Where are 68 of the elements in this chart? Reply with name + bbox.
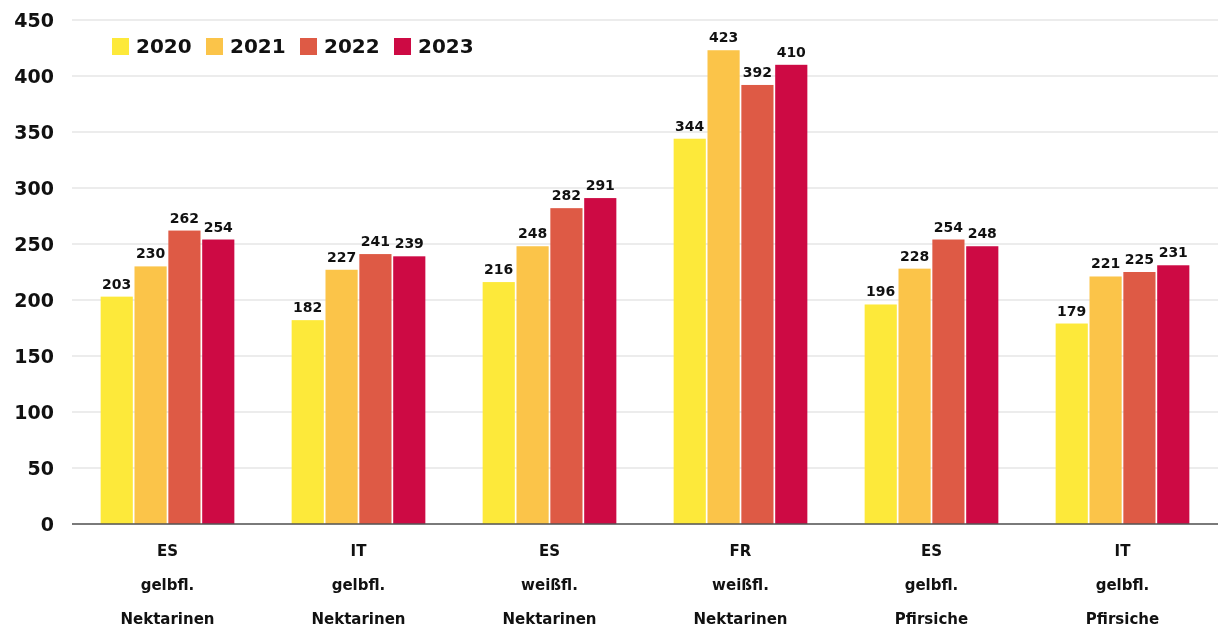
y-tick-label: 400 bbox=[14, 64, 54, 87]
data-label: 227 bbox=[326, 248, 357, 265]
bar bbox=[325, 269, 358, 524]
bar bbox=[1157, 265, 1190, 524]
data-label: 203 bbox=[102, 275, 132, 292]
bar bbox=[482, 282, 515, 524]
data-label: 248 bbox=[967, 225, 997, 242]
bar bbox=[1055, 323, 1088, 524]
bar bbox=[134, 266, 167, 524]
bar bbox=[516, 246, 549, 524]
bar bbox=[1123, 272, 1156, 524]
data-label: 179 bbox=[1057, 302, 1087, 319]
x-tick-label: ES gelbfl. Pfirsiche bbox=[894, 542, 969, 628]
y-tick-label: 450 bbox=[14, 8, 54, 31]
data-label: 225 bbox=[1124, 251, 1155, 267]
data-label: 230 bbox=[135, 245, 166, 262]
bar bbox=[202, 239, 235, 524]
x-tick-label: IT gelbfl. Nektarinen bbox=[311, 542, 406, 628]
x-tick-label: ES gelbfl. Nektarinen bbox=[120, 542, 215, 628]
x-tick-label: FR weißfl. Nektarinen bbox=[693, 542, 788, 628]
data-label: 196 bbox=[866, 283, 896, 300]
bar bbox=[291, 320, 324, 524]
data-label: 254 bbox=[933, 218, 964, 235]
data-label: 228 bbox=[899, 247, 930, 264]
bar bbox=[932, 239, 965, 524]
bar bbox=[864, 304, 897, 524]
data-label: 248 bbox=[517, 225, 548, 242]
y-tick-label: 200 bbox=[14, 288, 54, 311]
data-label: 262 bbox=[169, 209, 200, 226]
legend-label: 2021 bbox=[230, 34, 286, 58]
bar bbox=[966, 246, 999, 524]
y-tick-label: 100 bbox=[14, 400, 54, 423]
bar bbox=[393, 256, 426, 524]
bar bbox=[1089, 276, 1122, 524]
bar bbox=[100, 296, 133, 524]
bar bbox=[359, 254, 392, 524]
y-tick-label: 300 bbox=[14, 176, 54, 199]
data-label: 410 bbox=[776, 43, 807, 60]
data-label: 231 bbox=[1158, 244, 1188, 261]
x-tick-label: IT gelbfl. Pfirsiche bbox=[1085, 542, 1160, 628]
data-label: 344 bbox=[675, 117, 705, 134]
data-label: 282 bbox=[551, 187, 582, 204]
data-label: 182 bbox=[293, 299, 323, 316]
bar bbox=[673, 138, 706, 524]
data-label: 241 bbox=[360, 233, 391, 250]
bar bbox=[775, 64, 808, 524]
bar bbox=[707, 50, 740, 524]
y-tick-label: 350 bbox=[14, 120, 54, 143]
bar bbox=[584, 198, 617, 524]
bar bbox=[741, 84, 774, 524]
data-label: 392 bbox=[742, 63, 773, 80]
data-label: 291 bbox=[585, 177, 615, 194]
data-label: 254 bbox=[203, 218, 234, 235]
bar bbox=[550, 208, 583, 524]
y-tick-label: 150 bbox=[14, 344, 54, 367]
y-tick-label: 0 bbox=[40, 512, 54, 535]
bar bbox=[898, 268, 931, 524]
data-label: 423 bbox=[708, 29, 739, 46]
data-label: 216 bbox=[484, 261, 514, 278]
data-label: 221 bbox=[1090, 255, 1121, 272]
x-tick-label: ES weißfl. Nektarinen bbox=[502, 542, 597, 628]
legend-label: 2022 bbox=[324, 34, 380, 58]
y-tick-label: 250 bbox=[14, 232, 54, 255]
legend-label: 2020 bbox=[136, 34, 192, 58]
legend-label: 2023 bbox=[418, 34, 474, 58]
bar bbox=[168, 230, 201, 524]
data-label: 239 bbox=[394, 235, 424, 252]
y-tick-label: 50 bbox=[27, 456, 54, 479]
